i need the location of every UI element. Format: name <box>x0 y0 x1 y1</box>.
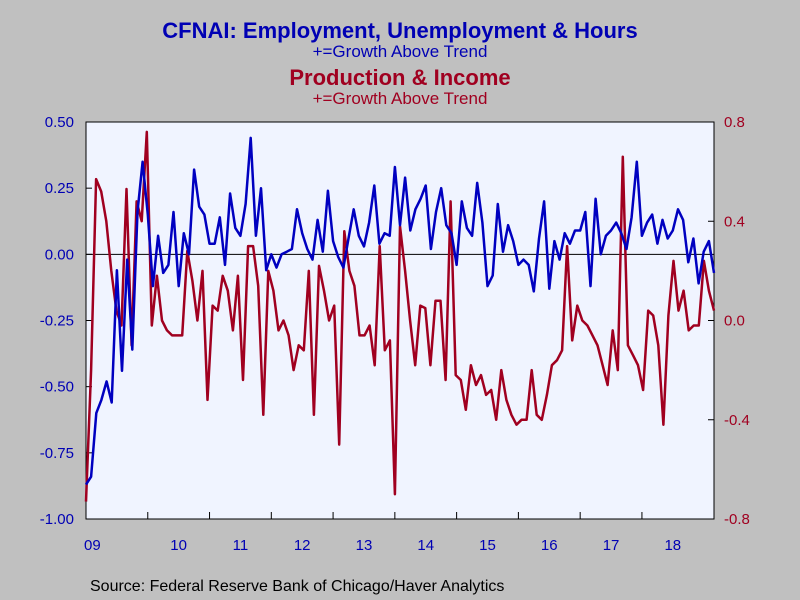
x-axis-tick-label: 15 <box>479 537 496 554</box>
x-axis-tick-label: 16 <box>541 537 558 554</box>
right-axis-tick-label: 0.4 <box>724 213 745 230</box>
left-axis-tick-label: 0.00 <box>45 246 74 263</box>
x-axis-tick-label: 09 <box>84 537 101 554</box>
x-axis-tick-label: 10 <box>170 537 187 554</box>
x-axis-tick-label: 17 <box>603 537 620 554</box>
right-axis-tick-label: -0.8 <box>724 511 750 528</box>
source-note: Source: Federal Reserve Bank of Chicago/… <box>90 578 505 595</box>
left-axis-tick-label: -0.25 <box>40 313 74 330</box>
x-axis-tick-label: 11 <box>233 537 249 554</box>
chart-subtitle-primary: +=Growth Above Trend <box>312 42 488 61</box>
right-axis-tick-label: 0.8 <box>724 114 745 131</box>
left-axis-tick-label: -1.00 <box>40 511 74 528</box>
chart-subtitle-secondary: +=Growth Above Trend <box>312 89 488 108</box>
right-axis-tick-label: -0.4 <box>724 412 750 429</box>
x-axis-tick-label: 12 <box>294 537 311 554</box>
left-axis-tick-label: -0.75 <box>40 445 74 462</box>
left-axis-tick-label: -0.50 <box>40 379 74 396</box>
x-axis-tick-label: 14 <box>417 537 434 554</box>
x-axis-tick-label: 18 <box>664 537 681 554</box>
left-axis-tick-label: 0.50 <box>45 114 74 131</box>
left-axis-tick-label: 0.25 <box>45 180 74 197</box>
chart-title-primary: CFNAI: Employment, Unemployment & Hours <box>162 18 638 43</box>
chart-title-secondary: Production & Income <box>289 65 511 90</box>
employment-series-line <box>84 136 716 486</box>
right-axis-tick-label: 0.0 <box>724 313 745 330</box>
x-axis-tick-label: 13 <box>356 537 373 554</box>
